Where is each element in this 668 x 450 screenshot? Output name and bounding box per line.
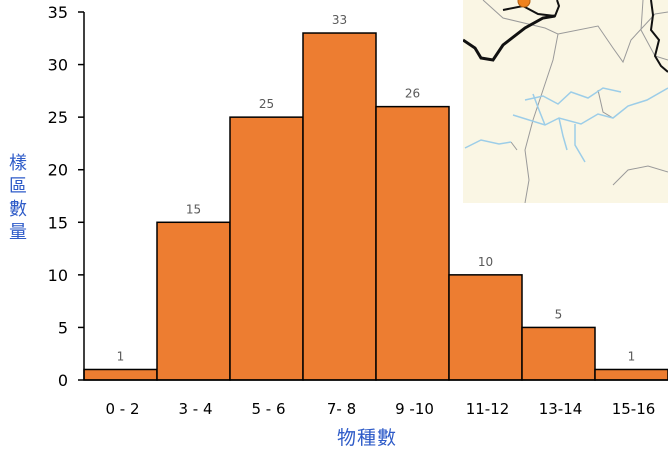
y-axis-title: 樣 區 數 量 <box>6 152 30 244</box>
bar-value-label: 1 <box>628 349 636 363</box>
x-tick-label: 11-12 <box>466 400 510 418</box>
bar <box>229 116 304 381</box>
bar-value-label: 33 <box>332 13 347 27</box>
bar-value-label: 15 <box>186 202 201 216</box>
map-rivers <box>464 87 668 163</box>
map-road-3 <box>649 0 668 73</box>
x-tick-label: 3 - 4 <box>178 400 212 418</box>
bar <box>375 105 450 381</box>
bar-value-label: 5 <box>555 307 563 321</box>
y-tick-label: 10 <box>48 266 68 285</box>
location-marker-icon <box>517 0 531 8</box>
x-tick-label: 13-14 <box>539 400 583 418</box>
y-axis-title-char: 數 <box>9 199 27 220</box>
bar <box>448 274 523 381</box>
bar <box>156 221 231 381</box>
map-road-2 <box>502 0 561 18</box>
bar <box>594 368 668 381</box>
x-axis-tick-labels: 0 - 2 3 - 4 5 - 6 7- 8 9 -10 11-12 13-14 15-16 <box>105 400 655 418</box>
bar-value-label: 25 <box>259 97 274 111</box>
y-tick-label: 30 <box>48 56 68 75</box>
x-axis-title: 物種數 <box>336 427 397 449</box>
y-tick-label: 15 <box>48 213 68 232</box>
y-axis-title-char: 量 <box>9 222 27 243</box>
y-axis-title-char: 區 <box>9 176 27 197</box>
x-tick-label: 0 - 2 <box>105 400 139 418</box>
map-road <box>463 14 556 62</box>
y-axis-tick-labels: 0 5 10 15 20 25 30 35 <box>48 3 68 390</box>
bar-value-label: 26 <box>405 87 420 101</box>
bars <box>83 32 668 381</box>
y-tick-label: 35 <box>48 3 68 22</box>
y-tick-label: 25 <box>48 108 68 127</box>
map-inset <box>463 0 668 203</box>
bar-value-label: 1 <box>117 349 125 363</box>
x-tick-label: 15-16 <box>612 400 656 418</box>
bar <box>302 32 377 381</box>
map-land <box>463 0 668 203</box>
x-tick-label: 7- 8 <box>327 400 356 418</box>
y-tick-label: 5 <box>58 318 68 337</box>
bar <box>83 368 158 381</box>
y-axis-ticks <box>78 11 84 381</box>
bar-value-label: 10 <box>478 255 493 269</box>
y-tick-label: 0 <box>58 371 68 390</box>
bar <box>521 326 596 381</box>
map-boundaries <box>482 0 668 203</box>
y-tick-label: 20 <box>48 161 68 180</box>
x-tick-label: 5 - 6 <box>251 400 285 418</box>
x-tick-label: 9 -10 <box>395 400 434 418</box>
bar-value-labels: 1 15 25 33 26 10 5 1 <box>117 13 636 363</box>
y-axis-title-char: 樣 <box>9 153 27 174</box>
